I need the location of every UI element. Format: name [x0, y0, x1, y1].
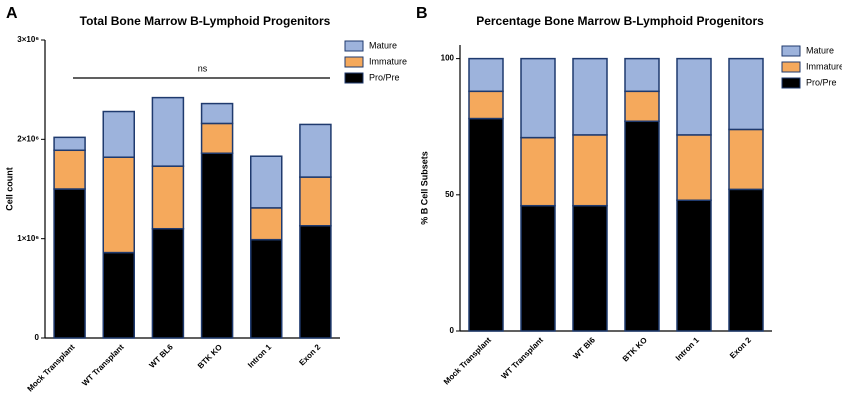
legend-swatch [781, 61, 801, 73]
x-tick-label: WT Transplant [500, 335, 546, 381]
bar-segment [520, 204, 556, 332]
y-tick-label: 50 [445, 190, 454, 199]
x-tick-label: Mock Transplant [25, 342, 76, 393]
bar-segment [520, 136, 556, 207]
bar-segment [728, 57, 764, 131]
bar-segment [468, 117, 504, 332]
bar-segment [250, 207, 283, 241]
x-tick-label: WT BL6 [147, 342, 175, 370]
x-tick-label: Intron 1 [674, 335, 701, 362]
legend-swatch [781, 77, 801, 89]
legend-swatch [344, 40, 364, 52]
bar-segment [250, 238, 283, 339]
bar-segment [102, 110, 135, 158]
bar-segment [250, 155, 283, 209]
bar-segment [299, 225, 332, 339]
bar-segment [676, 199, 712, 332]
legend-label: Immature [806, 61, 842, 71]
chart-title: Total Bone Marrow B-Lymphoid Progenitors [80, 14, 331, 28]
bar-segment [53, 188, 86, 339]
legend-label: Pro/Pre [369, 72, 400, 82]
bar-segment [572, 204, 608, 332]
bar-segment [728, 128, 764, 191]
bar-segment [102, 156, 135, 254]
chart-title: Percentage Bone Marrow B-Lymphoid Progen… [476, 14, 764, 28]
bar-segment [624, 90, 660, 123]
bar-segment [728, 188, 764, 332]
legend-swatch [344, 56, 364, 68]
panel-letter: A [6, 5, 18, 22]
y-tick-label: 2×10⁶ [17, 134, 39, 143]
bar-segment [200, 102, 234, 125]
y-axis-label: Cell count [4, 167, 14, 211]
legend-label: Immature [369, 56, 407, 66]
x-tick-label: WT Bl6 [571, 335, 597, 361]
x-tick-label: BTK KO [196, 343, 224, 371]
bar-segment [102, 251, 135, 339]
legend-label: Mature [806, 45, 834, 55]
annotation: ns [198, 63, 208, 73]
bar-segment [624, 57, 660, 93]
bar-segment [53, 136, 86, 152]
bar-segment [299, 123, 332, 178]
bar-segment [520, 57, 556, 139]
legend-swatch [344, 72, 364, 84]
x-tick-label: Intron 1 [246, 342, 273, 369]
y-tick-label: 0 [450, 326, 455, 335]
legend-label: Mature [369, 40, 397, 50]
panel-letter: B [416, 5, 428, 22]
bar-segment [299, 176, 332, 227]
legend-swatch [781, 45, 801, 57]
x-tick-label: WT Transplant [80, 342, 126, 388]
bar-segment [53, 149, 86, 190]
bar-segment [676, 57, 712, 136]
y-tick-label: 0 [35, 333, 40, 342]
y-tick-label: 100 [441, 54, 455, 63]
x-tick-label: Mock Transplant [442, 335, 493, 386]
y-tick-label: 1×10⁶ [17, 234, 39, 243]
x-tick-label: Exon 2 [728, 335, 753, 360]
y-axis-label: % B Cell Subsets [419, 151, 429, 225]
bar-segment [200, 122, 234, 154]
bar-segment [468, 57, 504, 93]
bar-segment [676, 134, 712, 202]
y-tick-label: 3×10⁶ [17, 35, 39, 44]
bar-segment [200, 152, 234, 339]
bar-segment [468, 90, 504, 120]
bar-segment [624, 120, 660, 332]
bar-segment [151, 96, 185, 167]
bar-segment [572, 134, 608, 207]
bar-segment [151, 165, 185, 230]
bar-segment [572, 57, 608, 136]
bar-segment [151, 227, 185, 339]
legend-label: Pro/Pre [806, 77, 837, 87]
x-tick-label: BTK KO [621, 336, 649, 364]
x-tick-label: Exon 2 [297, 342, 322, 367]
